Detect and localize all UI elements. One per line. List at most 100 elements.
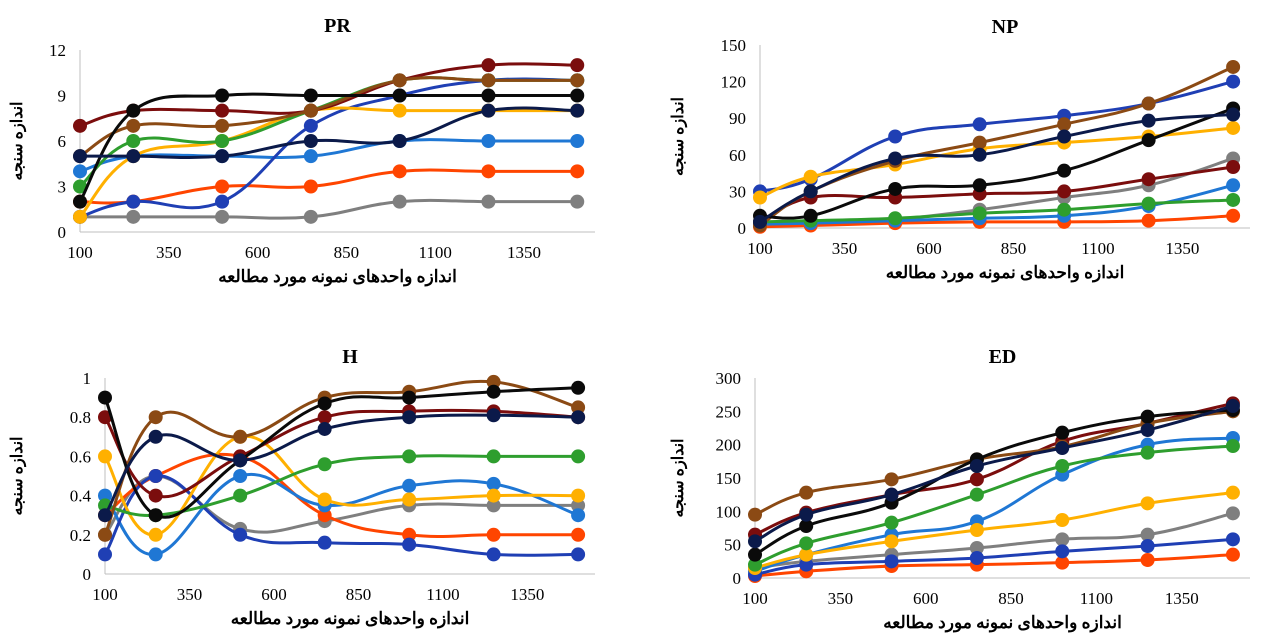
y-tick-label: 0.4 — [70, 487, 92, 506]
data-point — [969, 472, 984, 487]
data-point — [1057, 129, 1072, 144]
data-point — [98, 488, 112, 503]
data-point — [98, 508, 112, 523]
data-point — [888, 181, 903, 196]
data-point — [1225, 547, 1240, 562]
y-tick-label: 300 — [716, 369, 742, 388]
y-tick-label: 200 — [716, 436, 742, 455]
data-point — [972, 206, 987, 221]
y-tick-label: 1 — [83, 369, 92, 388]
x-axis-label: اندازه واحدهای نمونه مورد مطالعه — [886, 263, 1125, 283]
data-point — [126, 149, 141, 164]
data-point — [486, 384, 501, 399]
data-point — [1226, 160, 1241, 174]
chart-title: ED — [989, 346, 1017, 368]
y-tick-label: 150 — [716, 469, 742, 488]
y-tick-label: 150 — [721, 36, 747, 55]
data-point — [570, 88, 585, 103]
data-point — [73, 179, 87, 194]
data-point — [98, 527, 112, 542]
x-axis-label: اندازه واحدهای نمونه مورد مطالعه — [218, 267, 457, 287]
data-point — [1055, 532, 1070, 547]
y-tick-label: 0.6 — [70, 447, 91, 466]
data-point — [402, 410, 417, 425]
data-point — [486, 374, 501, 389]
data-point — [571, 410, 586, 425]
series-line — [79, 168, 578, 205]
data-point — [799, 485, 814, 500]
data-point — [570, 58, 585, 73]
data-point — [303, 103, 318, 118]
x-tick-label: 1350 — [1165, 589, 1199, 608]
data-point — [1140, 527, 1155, 542]
data-point — [402, 390, 417, 405]
data-point — [233, 453, 248, 468]
x-tick-label: 100 — [747, 239, 773, 258]
x-tick-label: 850 — [346, 585, 372, 604]
data-point — [799, 507, 814, 522]
data-point — [1141, 113, 1156, 128]
data-point — [481, 73, 496, 88]
data-point — [402, 492, 417, 507]
data-point — [1057, 163, 1072, 178]
data-point — [1225, 439, 1240, 453]
data-point — [570, 164, 585, 179]
data-point — [799, 519, 814, 533]
chart-title: H — [342, 346, 358, 368]
y-tick-label: 100 — [716, 502, 742, 521]
data-point — [317, 457, 332, 472]
data-point — [1225, 506, 1240, 521]
data-point — [98, 547, 112, 562]
data-point — [570, 134, 585, 148]
series-9 — [753, 107, 1241, 229]
data-point — [884, 515, 899, 530]
y-tick-label: 120 — [721, 73, 747, 92]
x-tick-label: 1100 — [426, 585, 459, 604]
y-tick-label: 0 — [58, 223, 67, 242]
data-point — [233, 488, 248, 503]
data-point — [1140, 445, 1155, 460]
data-point — [303, 118, 318, 133]
data-point — [571, 488, 586, 503]
data-point — [972, 147, 987, 162]
data-point — [233, 469, 248, 483]
series-7 — [73, 73, 585, 164]
data-point — [215, 194, 230, 209]
series-line — [759, 183, 1234, 226]
data-point — [148, 469, 163, 483]
data-point — [73, 164, 87, 179]
data-point — [888, 211, 903, 226]
data-point — [215, 134, 230, 148]
data-point — [1055, 555, 1070, 570]
data-point — [486, 498, 501, 513]
data-point — [215, 88, 230, 103]
data-point — [392, 103, 407, 118]
y-tick-label: 9 — [58, 87, 67, 106]
data-point — [73, 149, 87, 164]
data-point — [969, 459, 984, 473]
series-8 — [73, 88, 585, 209]
data-point — [303, 88, 318, 103]
data-point — [392, 88, 407, 103]
data-point — [888, 151, 903, 166]
data-point — [1225, 399, 1240, 413]
data-point — [884, 534, 899, 549]
data-point — [884, 554, 899, 569]
chart-0: PR 0 3 6 9 12 100 350 600 850 1100 1350 اندازه واحده… — [9, 15, 595, 287]
x-tick-label: 1350 — [1165, 239, 1199, 258]
data-point — [392, 73, 407, 88]
series-4 — [73, 103, 585, 224]
data-point — [888, 129, 903, 144]
data-point — [317, 535, 332, 550]
data-point — [148, 547, 163, 562]
y-tick-label: 250 — [716, 402, 742, 421]
x-tick-label: 350 — [828, 589, 854, 608]
data-point — [748, 547, 762, 562]
data-point — [148, 410, 163, 425]
data-point — [571, 380, 586, 395]
series-0 — [73, 194, 585, 224]
data-point — [1055, 459, 1070, 473]
data-point — [570, 194, 585, 209]
data-point — [303, 209, 318, 224]
